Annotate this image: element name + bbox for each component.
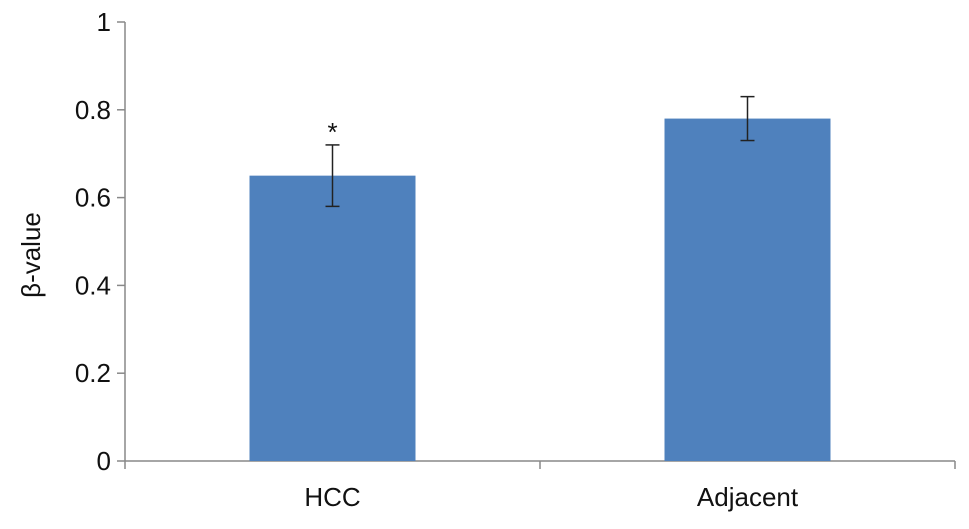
bar-hcc (249, 175, 416, 461)
y-tick-label: 0 (97, 446, 111, 476)
y-ticks: 0 0.2 0.4 0.6 0.8 1 (75, 7, 125, 476)
bars (249, 118, 831, 461)
y-tick-label: 1 (97, 7, 111, 37)
y-tick-label: 0.8 (75, 95, 111, 125)
x-category-label: Adjacent (697, 482, 799, 512)
x-ticks (124, 461, 956, 469)
category-labels: HCC Adjacent (304, 482, 799, 512)
error-bars (325, 95, 755, 208)
y-tick-label: 0.2 (75, 358, 111, 388)
significance-marker: * (327, 117, 337, 147)
error-bar-adjacent (740, 95, 755, 142)
annotations: * (327, 117, 337, 147)
x-category-label: HCC (304, 482, 360, 512)
y-axis-title: β-value (16, 212, 46, 298)
error-bar-hcc (325, 144, 340, 208)
bar-adjacent (664, 118, 831, 461)
y-tick-label: 0.4 (75, 270, 111, 300)
y-tick-label: 0.6 (75, 183, 111, 213)
